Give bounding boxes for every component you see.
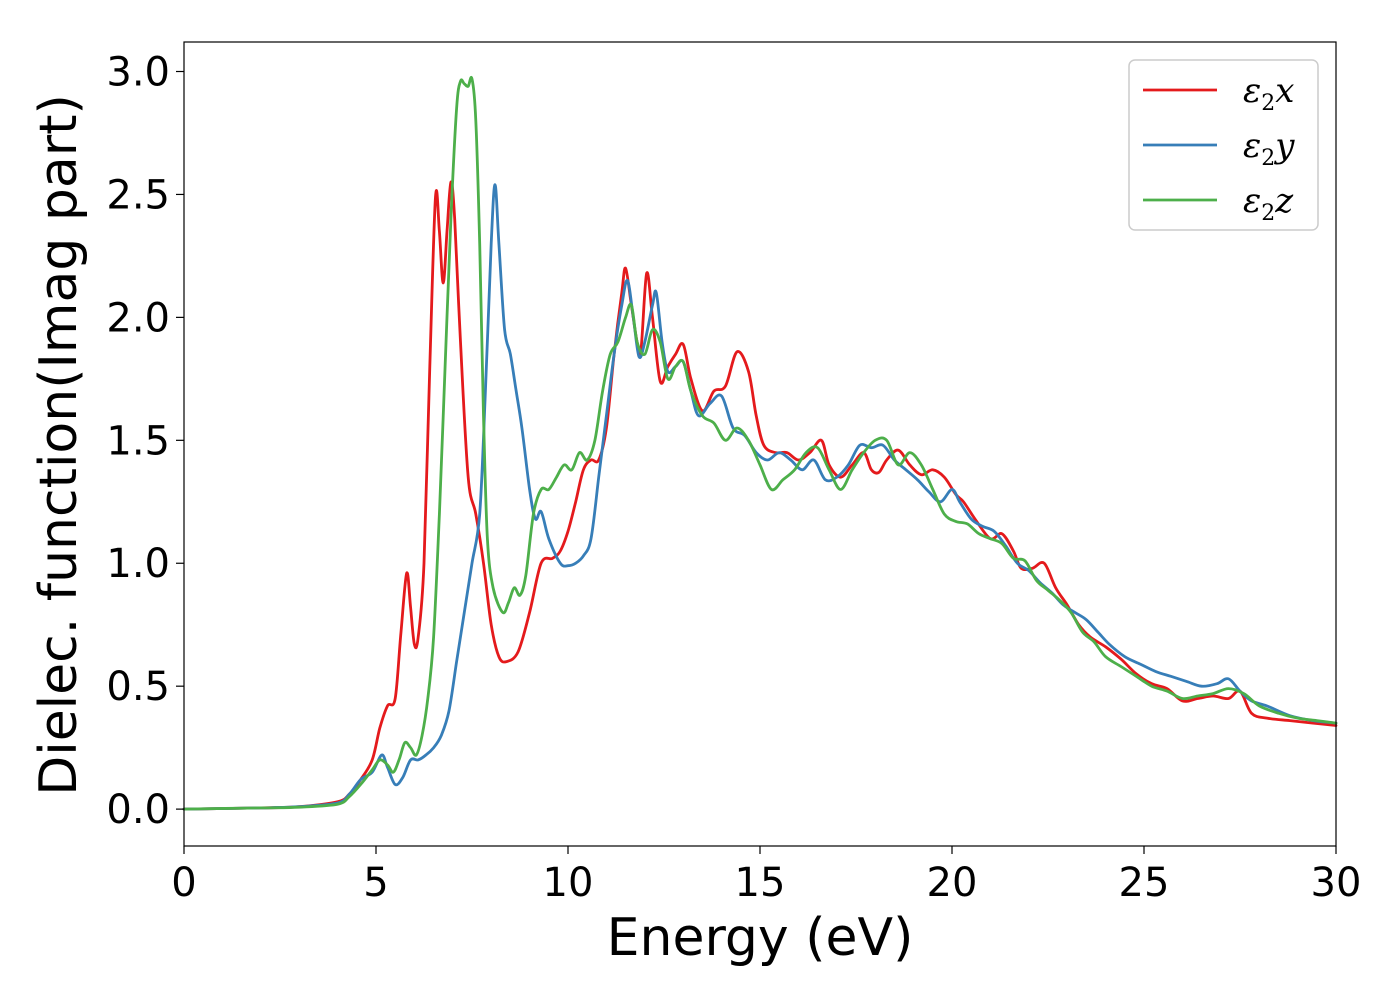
x-axis-ticks: 0 5 10 15 20 25 30 bbox=[171, 846, 1361, 906]
x-tick-label: 20 bbox=[927, 860, 978, 906]
x-tick-label: 30 bbox=[1311, 860, 1362, 906]
y-axis-ticks: 0.0 0.5 1.0 1.5 2.0 2.5 3.0 bbox=[106, 50, 184, 833]
y-tick-label: 2.0 bbox=[106, 295, 170, 341]
x-tick-label: 5 bbox=[363, 860, 388, 906]
y-tick-label: 1.5 bbox=[106, 418, 170, 464]
y-tick-label: 0.5 bbox=[106, 664, 170, 710]
x-tick-label: 25 bbox=[1119, 860, 1170, 906]
legend-label-z: ε2z bbox=[1243, 181, 1294, 226]
series-layer bbox=[182, 76, 1338, 811]
y-tick-label: 1.0 bbox=[106, 541, 170, 587]
legend-label-y: ε2y bbox=[1243, 126, 1295, 171]
legend-label-x: ε2x bbox=[1243, 71, 1294, 116]
y-tick-label: 2.5 bbox=[106, 172, 170, 218]
x-axis-title: Energy (eV) bbox=[607, 908, 914, 968]
x-tick-label: 10 bbox=[543, 860, 594, 906]
x-tick-label: 0 bbox=[171, 860, 196, 906]
series-line-z bbox=[182, 76, 1338, 811]
legend-box bbox=[1128, 59, 1319, 231]
y-axis-title: Dielec. function(Imag part) bbox=[29, 94, 89, 796]
x-tick-label: 15 bbox=[735, 860, 786, 906]
y-tick-label: 3.0 bbox=[106, 50, 170, 96]
legend: ε2x ε2y ε2z bbox=[1128, 59, 1319, 231]
y-tick-label: 0.0 bbox=[106, 787, 170, 833]
series-line-x bbox=[182, 180, 1338, 811]
